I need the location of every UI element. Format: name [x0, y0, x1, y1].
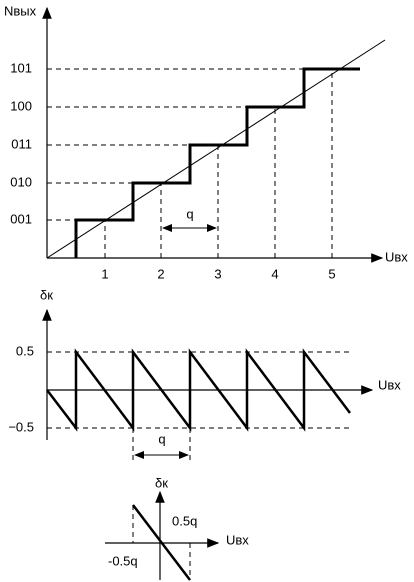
guides	[47, 68, 333, 258]
single-chart: δк Uвх 0.5q -0.5q	[105, 475, 249, 581]
upper-label: 0.5	[16, 343, 34, 358]
level: 001	[10, 211, 32, 226]
level: 010	[10, 174, 32, 189]
lower-label: −0.5	[8, 419, 34, 434]
x-label: 4	[271, 266, 278, 281]
error-line	[132, 504, 191, 581]
x-label: 2	[157, 266, 164, 281]
y-axis-label: Nвых	[4, 3, 37, 18]
upper-label: 0.5q	[172, 513, 197, 528]
step-label: q	[158, 431, 165, 446]
y-axis-label: δк	[40, 287, 53, 302]
lower-label: -0.5q	[108, 553, 138, 568]
transfer-chart: q Nвых Uвх 001 010 011 100 101 1 2 3 4 5	[4, 3, 408, 281]
x-label: 5	[328, 266, 335, 281]
step-label: q	[186, 206, 193, 221]
y-axis-label: δк	[155, 475, 168, 490]
level: 101	[10, 60, 32, 75]
level: 011	[11, 136, 32, 151]
x-axis-label: Uвх	[385, 249, 408, 264]
x-axis-label: Uвх	[226, 532, 249, 547]
guides	[132, 505, 191, 580]
x-axis-label: Uвх	[378, 377, 401, 392]
x-label: 1	[101, 266, 108, 281]
level: 100	[10, 98, 32, 113]
staircase	[74, 67, 360, 258]
error-chart: q δк Uвх 0.5 −0.5	[8, 287, 401, 462]
x-label: 3	[214, 266, 221, 281]
sawtooth	[46, 348, 351, 432]
ideal-line	[46, 39, 386, 259]
